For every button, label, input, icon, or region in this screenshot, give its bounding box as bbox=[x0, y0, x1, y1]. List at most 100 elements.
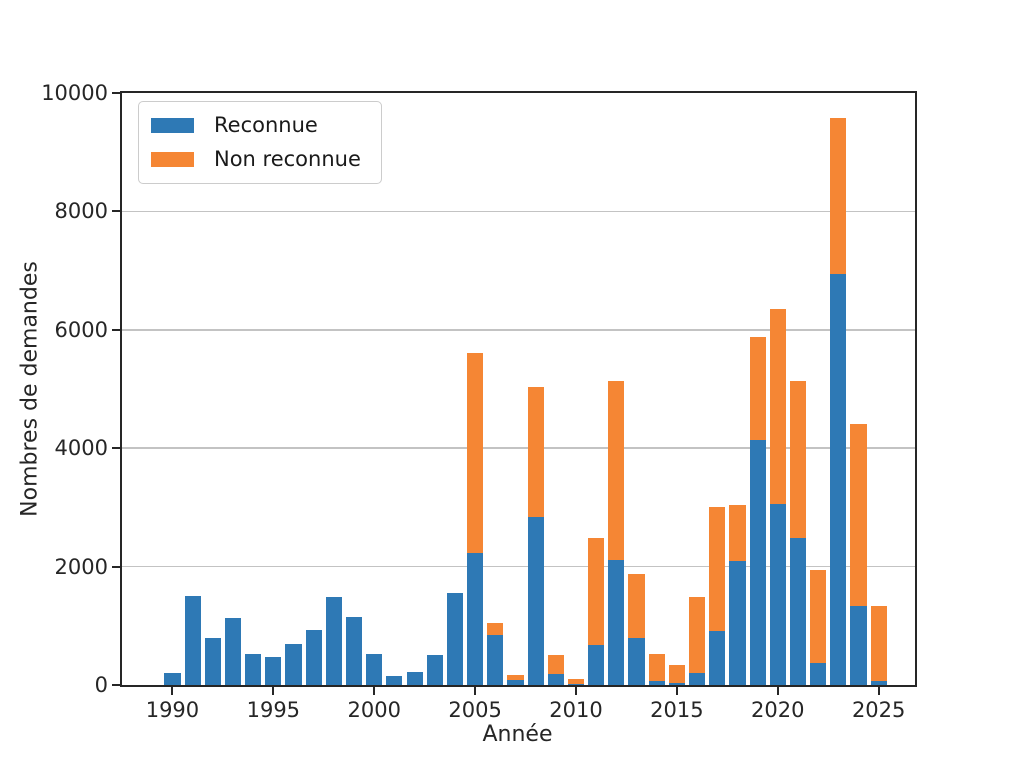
bar-2013-non-reconnue bbox=[628, 574, 645, 639]
y-tick-label-8000: 8000 bbox=[54, 199, 108, 224]
bar-1990-reconnue bbox=[164, 672, 181, 685]
bar-1998-reconnue bbox=[325, 597, 342, 685]
x-tick-2025 bbox=[877, 685, 880, 695]
gridline-8000 bbox=[122, 210, 915, 213]
legend: Reconnue Non reconnue bbox=[138, 101, 382, 184]
legend-swatch-non-reconnue bbox=[151, 152, 194, 167]
y-tick-label-4000: 4000 bbox=[54, 436, 108, 461]
y-tick-6000 bbox=[112, 328, 120, 331]
bar-1994-reconnue bbox=[245, 654, 262, 685]
bar-2002-reconnue bbox=[406, 671, 423, 685]
bar-2014-non-reconnue bbox=[648, 653, 665, 681]
y-tick-2000 bbox=[112, 565, 120, 568]
x-tick-1995 bbox=[272, 685, 275, 695]
bar-2010-non-reconnue bbox=[567, 679, 585, 685]
y-tick-label-6000: 6000 bbox=[54, 317, 108, 342]
bar-2012-reconnue bbox=[608, 559, 625, 685]
bar-2015-reconnue bbox=[668, 683, 685, 685]
bar-2023-reconnue bbox=[830, 273, 847, 685]
y-tick-10000 bbox=[112, 92, 120, 94]
bar-2009-reconnue bbox=[547, 673, 564, 685]
bar-2011-reconnue bbox=[588, 645, 605, 685]
bar-2022-reconnue bbox=[810, 663, 827, 685]
x-tick-label-2025: 2025 bbox=[851, 698, 906, 722]
x-tick-label-2000: 2000 bbox=[347, 698, 401, 722]
x-tick-label-2020: 2020 bbox=[751, 698, 805, 722]
bar-2019-non-reconnue bbox=[749, 336, 766, 440]
bar-1999-reconnue bbox=[345, 616, 363, 685]
legend-swatch-reconnue bbox=[151, 118, 194, 133]
bar-2000-reconnue bbox=[366, 653, 383, 685]
bar-1991-reconnue bbox=[184, 595, 201, 685]
bar-2004-reconnue bbox=[446, 593, 463, 685]
bar-2020-reconnue bbox=[769, 503, 786, 685]
x-tick-label-2015: 2015 bbox=[650, 698, 704, 722]
x-tick-2015 bbox=[675, 685, 678, 695]
bar-2019-reconnue bbox=[749, 439, 766, 685]
bar-2009-non-reconnue bbox=[547, 655, 564, 674]
x-tick-2005 bbox=[474, 685, 477, 695]
bar-2001-reconnue bbox=[386, 675, 403, 685]
y-tick-label-0: 0 bbox=[94, 673, 108, 697]
legend-label-non-reconnue: Non reconnue bbox=[214, 147, 361, 171]
y-tick-label-10000: 10000 bbox=[41, 81, 108, 105]
y-tick-0 bbox=[112, 684, 120, 686]
x-tick-2010 bbox=[575, 685, 577, 695]
bar-2025-reconnue bbox=[870, 680, 887, 685]
gridline-6000 bbox=[122, 329, 915, 331]
bar-2024-non-reconnue bbox=[850, 423, 867, 607]
bar-2005-reconnue bbox=[467, 552, 484, 685]
bar-2015-non-reconnue bbox=[668, 664, 685, 684]
bar-2003-reconnue bbox=[426, 655, 443, 685]
bar-2006-reconnue bbox=[487, 634, 504, 685]
bar-1997-reconnue bbox=[305, 629, 322, 685]
x-tick-2020 bbox=[776, 685, 779, 695]
bar-2013-reconnue bbox=[628, 638, 645, 685]
gridline-2000 bbox=[122, 565, 915, 568]
x-tick-label-2010: 2010 bbox=[549, 698, 603, 722]
legend-item-reconnue: Reconnue bbox=[151, 113, 361, 138]
gridline-4000 bbox=[122, 447, 915, 449]
bar-1995-reconnue bbox=[265, 657, 282, 685]
y-tick-8000 bbox=[112, 210, 120, 213]
bar-2007-reconnue bbox=[507, 680, 524, 685]
bar-2021-non-reconnue bbox=[789, 381, 807, 538]
y-tick-label-2000: 2000 bbox=[54, 554, 108, 579]
bar-2007-non-reconnue bbox=[507, 674, 524, 681]
bar-2008-non-reconnue bbox=[527, 387, 544, 518]
bar-2025-non-reconnue bbox=[870, 606, 887, 681]
bar-2012-non-reconnue bbox=[608, 381, 625, 560]
bar-2024-reconnue bbox=[850, 606, 867, 685]
legend-label-reconnue: Reconnue bbox=[214, 113, 318, 137]
bar-1996-reconnue bbox=[285, 644, 302, 685]
bar-2006-non-reconnue bbox=[487, 623, 504, 635]
bar-1993-reconnue bbox=[224, 618, 242, 685]
bar-2018-reconnue bbox=[729, 561, 746, 685]
bar-2016-non-reconnue bbox=[689, 597, 706, 674]
bar-2020-non-reconnue bbox=[769, 309, 786, 504]
bar-2023-non-reconnue bbox=[830, 118, 847, 274]
x-tick-label-1990: 1990 bbox=[145, 698, 200, 722]
x-tick-2000 bbox=[373, 685, 376, 695]
y-axis-label: Nombres de demandes bbox=[17, 261, 43, 517]
bar-2010-reconnue bbox=[567, 684, 585, 685]
legend-item-non-reconnue: Non reconnue bbox=[151, 147, 361, 172]
x-axis-label: Année bbox=[482, 722, 553, 747]
bar-2005-non-reconnue bbox=[467, 352, 484, 553]
bar-2018-non-reconnue bbox=[729, 505, 746, 562]
bar-2017-reconnue bbox=[709, 631, 726, 685]
bar-2021-reconnue bbox=[789, 537, 807, 685]
y-tick-4000 bbox=[112, 447, 120, 450]
plot-area: 0 2000 4000 6000 8000 10000 1990 1995 2000 2005 20… bbox=[41, 81, 917, 722]
bar-2022-non-reconnue bbox=[810, 570, 827, 664]
bar-2011-non-reconnue bbox=[588, 537, 605, 646]
bar-1992-reconnue bbox=[204, 637, 221, 685]
x-tick-label-2005: 2005 bbox=[448, 698, 502, 722]
bar-2008-reconnue bbox=[527, 517, 544, 685]
bar-2014-reconnue bbox=[648, 680, 665, 685]
x-tick-1990 bbox=[171, 685, 174, 695]
x-tick-label-1995: 1995 bbox=[246, 698, 301, 722]
bar-2017-non-reconnue bbox=[709, 507, 726, 632]
bar-2016-reconnue bbox=[689, 673, 706, 685]
